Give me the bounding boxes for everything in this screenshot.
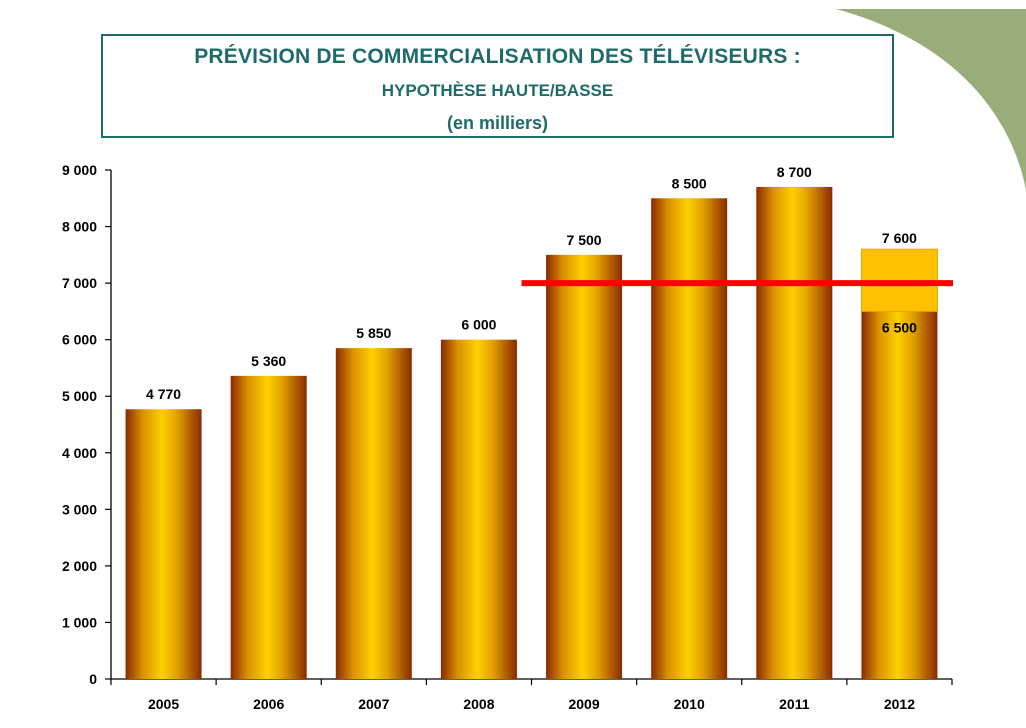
x-tick-label: 2008 <box>463 696 494 712</box>
x-tick-label: 2010 <box>674 696 705 712</box>
data-label-2007: 5 850 <box>356 325 391 341</box>
x-tick-label: 2009 <box>568 696 599 712</box>
bar-2006 <box>230 375 307 679</box>
chart-unit-label: (en milliers) <box>446 113 549 133</box>
data-label-2010: 8 500 <box>672 175 707 191</box>
y-tick-label: 3 000 <box>62 501 97 517</box>
bar-2011 <box>756 186 833 679</box>
y-tick-label: 7 000 <box>62 275 97 291</box>
bar-2012 <box>861 311 938 679</box>
bar-2007 <box>335 348 412 679</box>
y-tick-label: 1 000 <box>62 614 97 630</box>
high-hypothesis-label: 7 600 <box>882 230 917 246</box>
x-tick-label: 2012 <box>884 696 915 712</box>
y-tick-label: 2 000 <box>62 558 97 574</box>
x-tick-label: 2006 <box>253 696 284 712</box>
labels: 0 1 000 2 000 3 000 4 000 5 000 6 000 7 000 8 00… <box>62 162 917 712</box>
x-tick-label: 2011 <box>779 696 810 712</box>
bar-2010 <box>651 198 728 679</box>
y-tick-label: 4 000 <box>62 445 97 461</box>
x-tick-label: 2005 <box>148 696 179 712</box>
data-label-2008: 6 000 <box>461 317 496 333</box>
data-label-2006: 5 360 <box>251 353 286 369</box>
chart-subtitle: HYPOTHÈSE HAUTE/BASSE <box>381 81 614 100</box>
chart-title-box: PRÉVISION DE COMMERCIALISATION DES TÉLÉV… <box>101 34 894 138</box>
y-tick-label: 5 000 <box>62 388 97 404</box>
overlays <box>521 248 953 312</box>
bars <box>125 186 938 680</box>
y-tick-label: 9 000 <box>62 162 97 178</box>
x-tick-label: 2007 <box>358 696 389 712</box>
chart-title: PRÉVISION DE COMMERCIALISATION DES TÉLÉV… <box>194 45 801 68</box>
y-tick-label: 8 000 <box>62 219 97 235</box>
y-tick-label: 6 000 <box>62 332 97 348</box>
bar-2005 <box>125 409 202 679</box>
data-label-2005: 4 770 <box>146 386 181 402</box>
data-label-2009: 7 500 <box>567 232 602 248</box>
data-label-2011: 8 700 <box>777 164 812 180</box>
corner-green-shape <box>836 9 1026 190</box>
y-tick-label: 0 <box>89 671 97 687</box>
data-label-2012: 6 500 <box>882 319 917 335</box>
bar-2008 <box>440 339 517 679</box>
bar-2009 <box>546 254 623 680</box>
